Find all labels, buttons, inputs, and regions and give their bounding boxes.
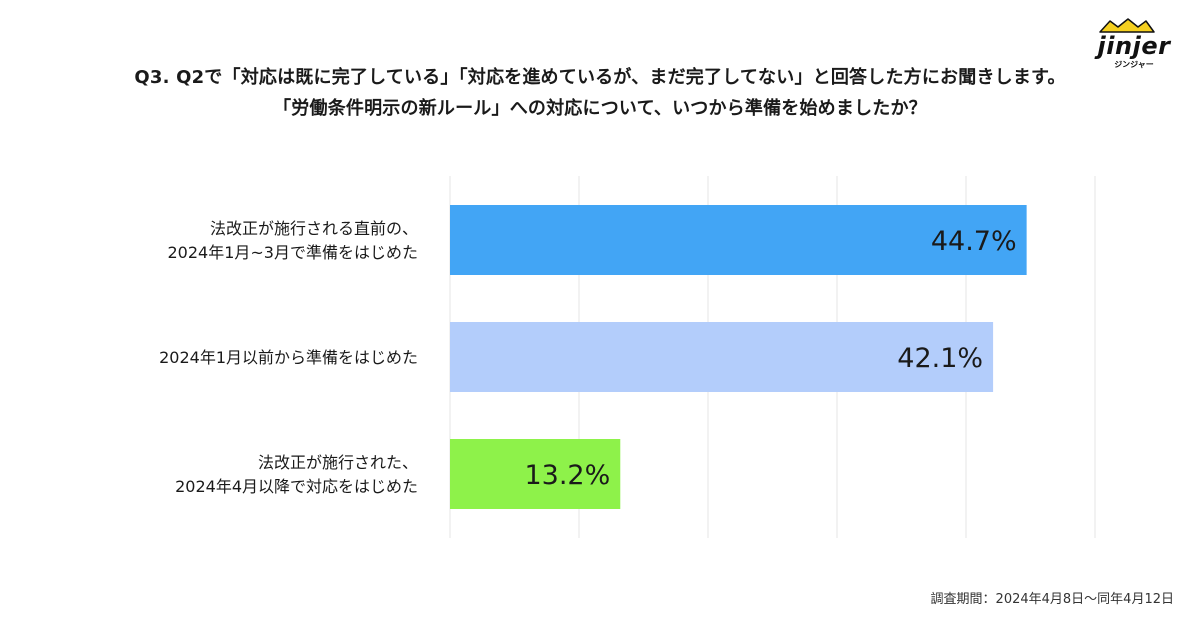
logo-mark-shape — [1099, 18, 1155, 33]
category-label: 法改正が施行された、 — [258, 453, 418, 472]
logo-kana: ジンジャー — [1114, 60, 1154, 69]
bar-value-label: 44.7% — [931, 226, 1017, 257]
chart-title: Q3. Q2で「対応は既に完了している」「対応を進めているが、まだ完了してない」… — [0, 62, 1200, 124]
category-label: 2024年1月以前から準備をはじめた — [159, 348, 418, 367]
logo-mark-icon — [1099, 18, 1155, 33]
category-labels: 法改正が施行される直前の、 2024年1月~3月で準備をはじめた 2024年1月以前… — [159, 219, 418, 496]
bar — [450, 205, 1027, 275]
bar-value-label: 42.1% — [897, 343, 983, 374]
bars: 44.7% 42.1% 13.2% — [450, 205, 1027, 509]
bar-value-label: 13.2% — [524, 460, 610, 491]
chart-title-line-1: Q3. Q2で「対応は既に完了している」「対応を進めているが、まだ完了してない」… — [134, 67, 1066, 88]
category-label: 法改正が施行される直前の、 — [210, 219, 418, 238]
chart-title-line-2: 「労働条件明示の新ルール」への対応について、いつから準備を始めましたか？ — [273, 98, 927, 119]
bar — [450, 322, 994, 392]
category-label: 2024年4月以降で対応をはじめた — [175, 477, 418, 496]
bar — [450, 439, 621, 509]
category-label: 2024年1月~3月で準備をはじめた — [168, 243, 419, 262]
logo-wordmark: jinjer — [1097, 32, 1171, 60]
jinjer-logo: jinjer ジンジャー — [1086, 18, 1182, 70]
survey-period: 調査期間：2024年4月8日〜同年4月12日 — [930, 592, 1174, 607]
